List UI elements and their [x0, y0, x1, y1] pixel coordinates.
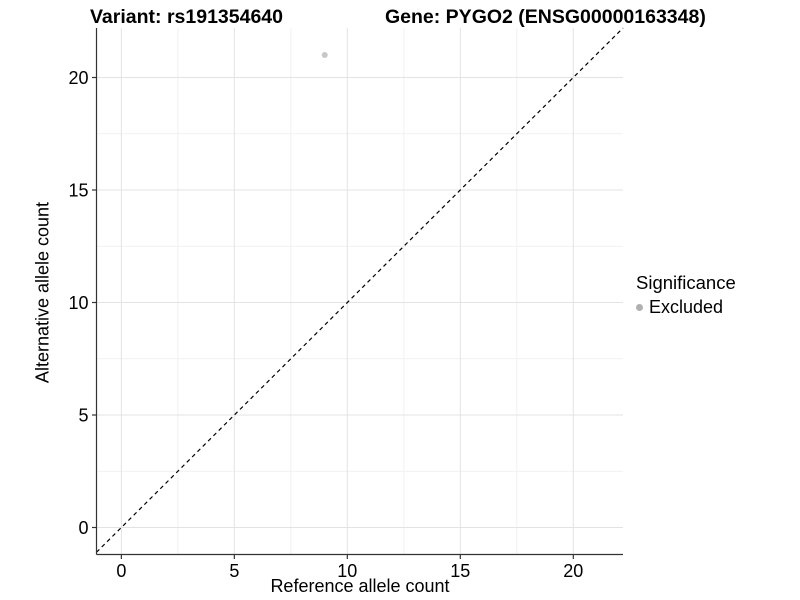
variant-title: Variant: rs191354640 [90, 6, 283, 28]
x-tick-label: 5 [229, 561, 239, 581]
x-tick-label: 15 [450, 561, 470, 581]
x-tick-label: 0 [116, 561, 126, 581]
x-axis-title: Reference allele count [270, 576, 450, 596]
legend-point-icon [636, 304, 643, 311]
x-tick-label: 10 [337, 561, 357, 581]
y-tick-label: 10 [68, 293, 88, 313]
y-tick-label: 15 [68, 181, 88, 201]
x-tick-label: 20 [563, 561, 583, 581]
y-tick-label: 20 [68, 68, 88, 88]
gene-title: Gene: PYGO2 (ENSG00000163348) [385, 6, 706, 28]
y-tick-label: 0 [78, 518, 88, 538]
y-tick-label: 5 [78, 406, 88, 426]
legend: Significance Excluded [636, 272, 736, 318]
legend-item: Excluded [636, 297, 736, 318]
legend-item-label: Excluded [649, 297, 724, 317]
data-point [321, 52, 328, 58]
y-axis-title: Alternative allele count [32, 201, 53, 384]
identity-line [96, 27, 624, 553]
legend-title: Significance [636, 272, 736, 293]
